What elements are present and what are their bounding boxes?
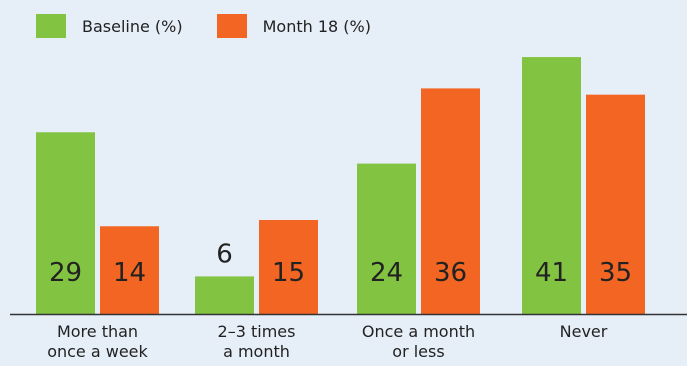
data-label-baseline-1: 6 xyxy=(216,239,233,269)
bar-month18-3 xyxy=(586,94,645,315)
data-label-baseline-2: 24 xyxy=(370,258,403,288)
data-label-baseline-0: 29 xyxy=(49,258,82,288)
category-label-line: once a week xyxy=(47,342,148,361)
bar-baseline-3 xyxy=(522,57,581,315)
data-label-month18-0: 14 xyxy=(113,258,146,288)
bar-baseline-0 xyxy=(36,132,95,314)
data-label-month18-2: 36 xyxy=(434,258,467,288)
legend-label-baseline: Baseline (%) xyxy=(82,16,183,36)
bar-month18-2 xyxy=(421,88,480,315)
category-label-line: or less xyxy=(392,342,445,361)
category-label-line: 2–3 times xyxy=(217,322,296,341)
category-label-line: Once a month xyxy=(361,322,476,341)
legend-item-baseline: Baseline (%) xyxy=(36,14,183,38)
category-label-line: a month xyxy=(223,342,290,361)
legend-swatch-baseline xyxy=(36,14,66,38)
category-label-2: Once a month or less xyxy=(334,322,504,362)
data-label-month18-3: 35 xyxy=(599,258,632,288)
category-label-1: 2–3 times a month xyxy=(172,322,342,362)
bar-baseline-1 xyxy=(195,276,254,314)
category-label-0: More than once a week xyxy=(13,322,183,362)
bar-month18-1 xyxy=(259,220,318,314)
legend: Baseline (%) Month 18 (%) xyxy=(36,14,405,38)
category-label-3: Never xyxy=(499,322,669,342)
data-label-month18-1: 15 xyxy=(272,258,305,288)
legend-item-month18: Month 18 (%) xyxy=(216,14,371,38)
bar-month18-0 xyxy=(100,226,159,314)
legend-label-month18: Month 18 (%) xyxy=(262,16,371,36)
category-label-line: Never xyxy=(559,322,608,341)
data-label-baseline-3: 41 xyxy=(535,258,568,288)
legend-swatch-month18 xyxy=(216,14,247,38)
bar-baseline-2 xyxy=(357,163,416,314)
category-label-line: More than xyxy=(56,322,139,341)
